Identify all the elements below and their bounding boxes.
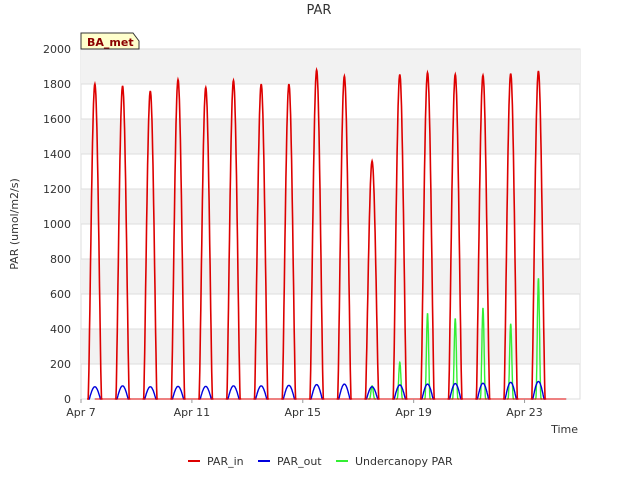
y-tick-label: 1200: [43, 183, 71, 196]
series-day-curve: [226, 385, 241, 400]
series-day-curve: [475, 72, 491, 400]
legend-item: Undercanopy PAR: [336, 455, 453, 468]
site-badge-label: BA_met: [87, 36, 134, 49]
series-day-curve: [476, 382, 490, 400]
y-axis-label: PAR (umol/m2/s): [8, 178, 21, 270]
series-day-curve: [253, 83, 269, 400]
x-axis-label: Time: [550, 423, 578, 436]
x-tick-label: Apr 23: [506, 406, 543, 419]
series-day-curve: [142, 90, 159, 400]
x-tick-label: Apr 19: [395, 406, 432, 419]
series-day-curve: [254, 385, 268, 400]
y-axis: 0 200 400 600 800 1000 1200 1400 1600 1800 2000: [43, 43, 71, 406]
series-day-curve: [504, 381, 518, 400]
series-day-curve: [502, 73, 519, 400]
plot-band: [81, 49, 580, 84]
x-tick-label: Apr 15: [285, 406, 322, 419]
site-badge-box: [80, 32, 140, 50]
series-day-curve: [420, 383, 435, 400]
series-day-curve: [87, 80, 103, 400]
y-tick-label: 1000: [43, 218, 71, 231]
plot-band: [81, 119, 580, 154]
series-day-curve: [368, 385, 376, 400]
series-par_in: [87, 66, 567, 400]
series-day-curve: [282, 384, 296, 400]
series-day-curve: [506, 323, 515, 400]
series-day-curve: [88, 386, 102, 400]
y-tick-label: 800: [50, 253, 71, 266]
series-day-curve: [365, 386, 379, 400]
series-day-curve: [114, 85, 131, 400]
plot-band: [81, 259, 580, 294]
y-tick-label: 1600: [43, 113, 71, 126]
y-tick-label: 200: [50, 358, 71, 371]
series-day-curve: [225, 77, 242, 400]
series-day-curve: [171, 385, 185, 400]
plot-band: [81, 189, 580, 224]
y-tick-label: 0: [64, 393, 71, 406]
series-day-curve: [199, 385, 213, 400]
legend-item: PAR_out: [258, 455, 322, 468]
legend-item: PAR_in: [188, 455, 244, 468]
series-day-curve: [530, 70, 547, 400]
series-day-curve: [534, 278, 543, 400]
series-day-curve: [115, 385, 130, 400]
series-day-curve: [143, 386, 157, 400]
series-day-curve: [392, 74, 408, 400]
series-day-curve: [395, 360, 404, 400]
chart-title: PAR: [307, 3, 332, 18]
y-tick-label: 400: [50, 323, 71, 336]
legend-label: PAR_in: [207, 455, 244, 468]
y-tick-label: 600: [50, 288, 71, 301]
legend: PAR_in PAR_out Undercanopy PAR: [188, 455, 453, 468]
series-day-curve: [447, 71, 463, 400]
site-badge: BA_met: [80, 32, 140, 50]
series-day-curve: [281, 83, 297, 400]
y-tick-label: 1400: [43, 148, 71, 161]
legend-label: PAR_out: [277, 455, 322, 468]
series-day-curve: [419, 69, 436, 400]
y-tick-label: 2000: [43, 43, 71, 56]
series-day-curve: [308, 66, 325, 400]
plot-band: [81, 329, 580, 364]
series-day-curve: [448, 382, 462, 400]
x-tick-label: Apr 11: [174, 406, 211, 419]
x-axis: Apr 7 Apr 11 Apr 15 Apr 19 Apr 23: [66, 399, 543, 419]
series-layer: [87, 66, 567, 400]
series-day-curve: [198, 84, 214, 400]
series-day-curve: [393, 384, 407, 400]
x-tick-label: Apr 7: [66, 406, 96, 419]
legend-label: Undercanopy PAR: [355, 455, 453, 468]
series-day-curve: [310, 383, 324, 400]
series-day-curve: [531, 380, 546, 400]
y-tick-label: 1800: [43, 78, 71, 91]
series-day-curve: [170, 76, 186, 400]
series-day-curve: [337, 383, 351, 400]
series-day-curve: [336, 73, 353, 400]
series-day-curve: [364, 158, 380, 400]
